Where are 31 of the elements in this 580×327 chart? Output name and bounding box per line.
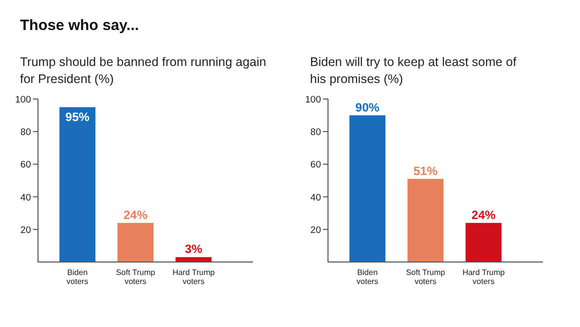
data-label: 24%: [123, 208, 148, 222]
text: Those who say...: [20, 17, 139, 34]
y-tick-label: 100: [305, 94, 321, 106]
y-tick-label: 60: [20, 160, 31, 171]
y-tick-label: 100: [15, 94, 31, 106]
bar: [466, 222, 502, 262]
y-tick-label: 40: [20, 192, 31, 204]
bar: [59, 107, 96, 262]
x-tick-label: Soft Trump voters: [406, 268, 446, 286]
bar: [407, 178, 444, 262]
data-label: 3%: [184, 242, 203, 256]
bar: [117, 222, 154, 262]
y-tick-label: 20: [20, 224, 31, 236]
y-tick-label: 60: [310, 160, 321, 171]
data-label: 95%: [65, 110, 90, 124]
data-label: 90%: [355, 100, 380, 114]
y-tick-label: 80: [20, 127, 31, 138]
y-tick-label: 20: [310, 224, 321, 236]
data-label: 51%: [413, 164, 438, 178]
x-tick-label: Soft Trump voters: [116, 268, 156, 286]
chart-title: Trump should be banned from running again for President (%): [20, 55, 266, 86]
x-tick-label: Biden voters: [66, 268, 88, 286]
x-tick-label: Biden voters: [356, 268, 378, 286]
chart-title: Biden will try to keep at least some of his promises (%): [310, 55, 517, 86]
y-tick-label: 80: [310, 127, 321, 138]
x-tick-label: Hard Trump voters: [172, 268, 216, 286]
bar: [176, 257, 212, 262]
y-tick-label: 40: [310, 192, 321, 204]
data-label: 24%: [472, 208, 496, 222]
x-tick-label: Hard Trump voters: [462, 268, 506, 286]
bar: [349, 115, 386, 262]
